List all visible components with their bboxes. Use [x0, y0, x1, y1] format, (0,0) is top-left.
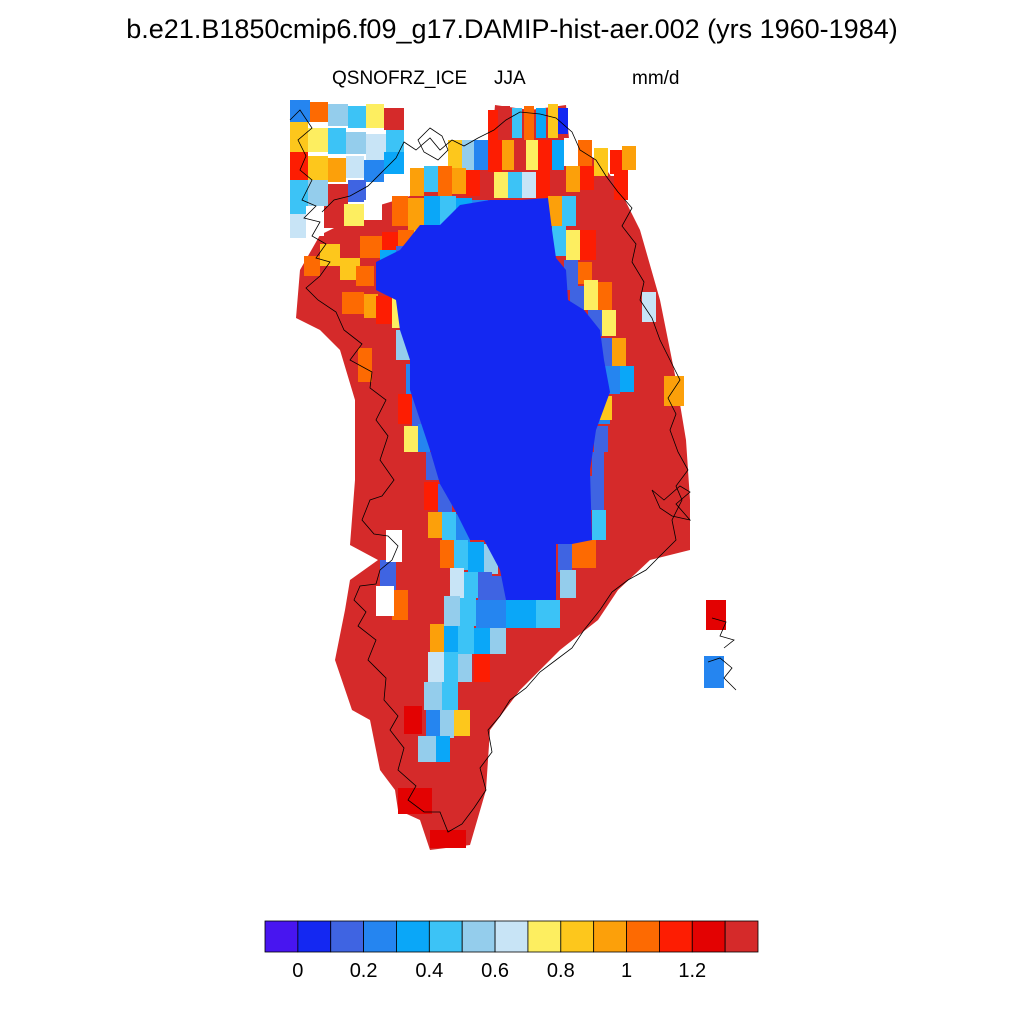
colorbar-box — [428, 920, 463, 953]
colorbar-box — [724, 920, 759, 953]
colorbar-tick-label: 0.2 — [349, 960, 378, 982]
colorbar-box — [593, 920, 627, 953]
colorbar-tick-label: 1 — [620, 960, 633, 982]
colorbar-box — [560, 920, 595, 953]
northwest-scatter — [290, 100, 404, 238]
colorbar-box — [691, 920, 726, 953]
season-label: JJA — [494, 68, 526, 89]
colorbar-box — [626, 920, 660, 953]
colorbar-box — [527, 920, 562, 953]
coastline — [289, 109, 737, 833]
colorbar-box — [363, 920, 397, 953]
units-label: mm/d — [632, 68, 680, 89]
colorbar-box — [659, 920, 693, 953]
colorbar-box — [396, 920, 430, 953]
variable-label: QSNOFRZ_ICE — [332, 68, 468, 89]
northern-fringe — [410, 104, 636, 216]
colorbar-tick-label: 0 — [292, 960, 304, 982]
colorbar-tick-label: 0.8 — [546, 960, 575, 982]
east-island-cell — [704, 656, 724, 688]
colorbar-box — [297, 920, 332, 953]
east-island-cell — [706, 600, 726, 630]
colorbar-tick-label: 1.2 — [678, 960, 707, 982]
colorbar-boxes — [264, 920, 759, 953]
colorbar-tick-label: 0.6 — [481, 960, 509, 982]
ice-sheet-interior — [376, 198, 610, 600]
colorbar-tick-label: 0.4 — [415, 960, 444, 982]
plot-title: b.e21.B1850cmip6.f09_g17.DAMIP-hist-aer.… — [126, 14, 898, 44]
colorbar-box — [330, 920, 365, 953]
colorbar-box — [461, 920, 496, 953]
colorbar-box — [494, 920, 529, 953]
colorbar-box — [264, 920, 299, 953]
